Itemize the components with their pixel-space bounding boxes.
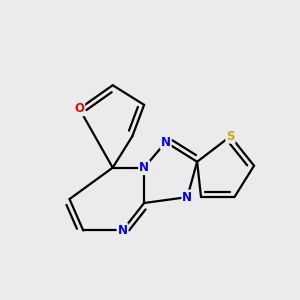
Text: S: S	[226, 130, 235, 143]
Text: N: N	[182, 190, 192, 204]
Text: O: O	[74, 102, 84, 115]
Text: N: N	[161, 136, 171, 148]
Text: N: N	[139, 161, 149, 174]
Text: N: N	[118, 224, 128, 237]
